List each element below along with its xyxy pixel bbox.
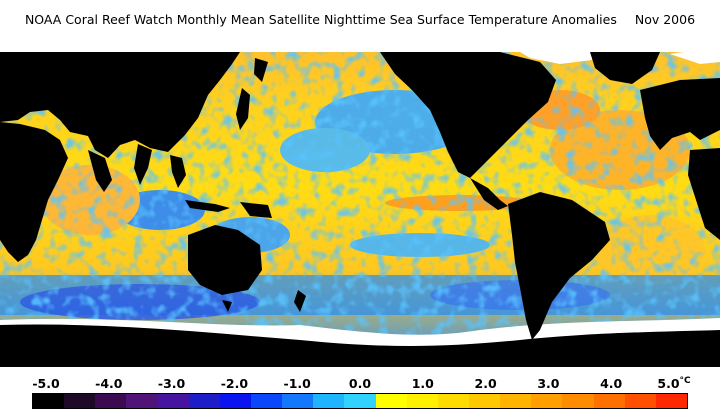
tick-value: 5.0 (657, 376, 680, 392)
figure-title: NOAA Coral Reef Watch Monthly Mean Satel… (0, 0, 720, 40)
colorbar-tick-label: 3.0 (537, 376, 559, 391)
colorbar-tick-label: 0.0 (349, 376, 371, 391)
sst-anomaly-map (0, 40, 720, 367)
colorbar-swatch (344, 394, 376, 408)
land-masses (0, 52, 720, 367)
colorbar-swatch (188, 394, 220, 408)
colorbar-swatch (33, 394, 65, 408)
colorbar-tick-label: 1.0 (412, 376, 434, 391)
tick-value: 2.0 (474, 376, 497, 391)
colorbar-swatch (313, 394, 345, 408)
colorbar-swatch (437, 394, 469, 408)
tick-value: 4.0 (600, 376, 623, 391)
unit-label: °C (679, 376, 691, 386)
colorbar-swatch (219, 394, 251, 408)
colorbar-tick-label: 5.0°C (657, 376, 690, 391)
tick-value: -5.0 (32, 376, 60, 391)
colorbar-tick-label: 2.0 (475, 376, 497, 391)
tick-value: -2.0 (220, 376, 249, 391)
tick-value: -3.0 (157, 376, 186, 391)
title-text: NOAA Coral Reef Watch Monthly Mean Satel… (24, 12, 617, 27)
colorbar-swatch (531, 394, 563, 408)
tick-value: 0.0 (348, 376, 372, 391)
colorbar-swatch (500, 394, 532, 408)
tick-value: -1.0 (283, 376, 311, 391)
colorbar-swatch (655, 394, 687, 408)
colorbar-swatch (250, 394, 283, 408)
title-date: Nov 2006 (634, 12, 696, 27)
colorbar-swatch (157, 394, 189, 408)
colorbar-swatch (64, 394, 96, 408)
colorbar-tick-labels: -5.0 -4.0 -3.0 -2.0 -1.0 0.0 1.0 2.0 3.0 4.0 5.0°C (0, 376, 720, 392)
colorbar-tick-label: -2.0 (221, 376, 248, 391)
colorbar-tick-label: -3.0 (158, 376, 185, 391)
colorbar-tick-label: -4.0 (95, 376, 122, 391)
colorbar-swatch (126, 394, 158, 408)
colorbar-swatch (375, 394, 407, 408)
colorbar (32, 393, 688, 409)
colorbar-swatch (468, 394, 501, 408)
colorbar-swatch (282, 394, 314, 408)
colorbar-swatch (593, 394, 625, 408)
colorbar-swatch (406, 394, 438, 408)
colorbar-tick-label: -1.0 (284, 376, 311, 391)
colorbar-swatch (95, 394, 127, 408)
colorbar-tick-label: -5.0 (32, 376, 59, 391)
colorbar-tick-label: 4.0 (600, 376, 622, 391)
colorbar-swatch (624, 394, 656, 408)
tick-value: 3.0 (537, 376, 560, 391)
tick-value: 1.0 (411, 376, 434, 391)
colorbar-swatch (562, 394, 594, 408)
tick-value: -4.0 (95, 376, 123, 391)
